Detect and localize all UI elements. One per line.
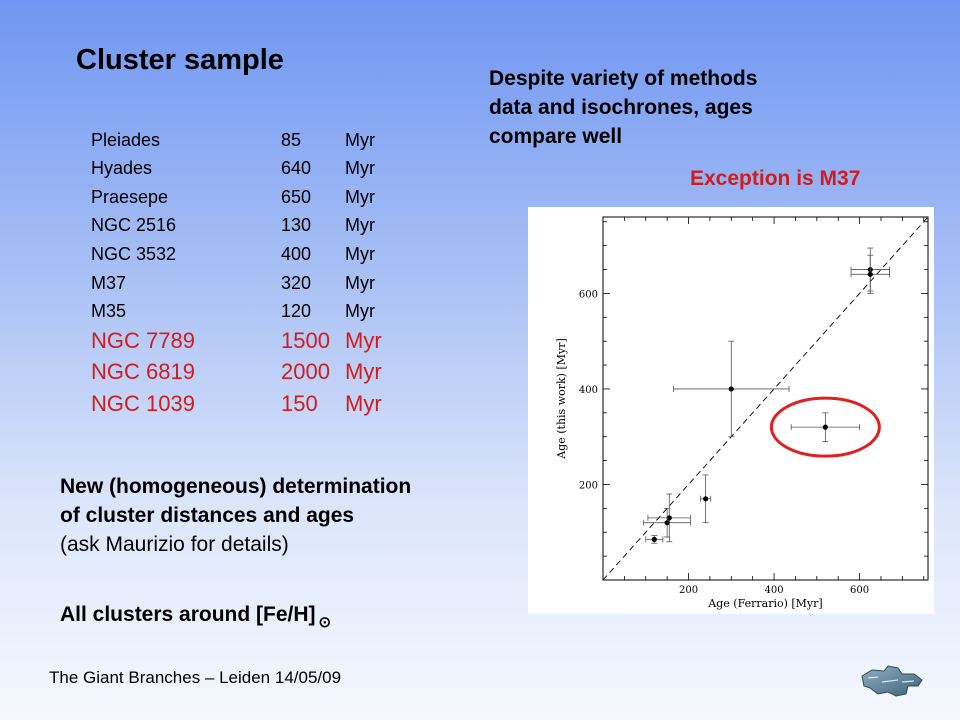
- metallicity-note: All clusters around [Fe/H] ⊙: [60, 603, 331, 631]
- scatter-plot: 200 400 600 200 400 600 Age (Ferrario) [Myr] Ag…: [555, 216, 929, 610]
- cluster-row: NGC 2516 130 Myr: [91, 208, 382, 237]
- cluster-age: 120: [281, 301, 312, 322]
- data-point: [664, 520, 670, 526]
- cluster-name: NGC 1039: [91, 390, 195, 416]
- cluster-age: 640: [281, 158, 312, 179]
- cluster-name: Praesepe: [91, 186, 169, 207]
- cluster-name: NGC 6819: [91, 359, 195, 385]
- plot-frame: [602, 216, 929, 581]
- cluster-name: NGC 2516: [91, 215, 177, 236]
- cluster-name: NGC 3532: [91, 243, 177, 264]
- note-line: compare well: [489, 125, 623, 148]
- x-tick-label: 200: [679, 585, 698, 596]
- note-line: data and isochrones, ages: [489, 96, 753, 119]
- cluster-age: 320: [281, 272, 312, 293]
- cluster-name: Hyades: [91, 158, 153, 179]
- note-ages-compare: Despite variety of methods data and isoc…: [489, 64, 757, 151]
- cluster-age: 130: [281, 215, 312, 236]
- data-point: [867, 271, 873, 277]
- new-determination-note: New (homogeneous) determination of clust…: [60, 472, 411, 559]
- cluster-age: 1500: [281, 327, 330, 353]
- leiden-logo-icon: [858, 662, 928, 707]
- cluster-name: M37: [91, 272, 127, 293]
- footer-text: The Giant Branches – Leiden 14/05/09: [49, 668, 342, 687]
- cluster-age-unit: Myr: [345, 243, 375, 264]
- note-line: (ask Maurizio for details): [60, 533, 289, 556]
- cluster-age: 650: [281, 186, 312, 207]
- y-tick-label: 600: [579, 289, 598, 300]
- cluster-age: 400: [281, 243, 312, 264]
- cluster-row: M35 120 Myr: [91, 294, 382, 323]
- sun-symbol: ⊙: [318, 614, 332, 631]
- cluster-age: 85: [281, 129, 302, 150]
- cluster-row: M37 320 Myr: [91, 265, 382, 294]
- cluster-row: Hyades 640 Myr: [91, 151, 382, 180]
- x-axis-label: Age (Ferrario) [Myr]: [707, 597, 822, 610]
- cluster-age-unit: Myr: [345, 327, 382, 353]
- cluster-age-unit: Myr: [345, 215, 375, 236]
- cluster-name: Pleiades: [91, 129, 161, 150]
- cluster-age-unit: Myr: [345, 301, 375, 322]
- cluster-age-unit: Myr: [345, 359, 382, 385]
- data-point: [822, 424, 828, 430]
- data-point: [651, 536, 657, 543]
- cluster-age: 150: [281, 390, 318, 416]
- slide-title: Cluster sample: [76, 44, 284, 76]
- y-axis-label: Age (this work) [Myr]: [555, 338, 568, 460]
- cluster-age-unit: Myr: [345, 186, 375, 207]
- m37-highlight-ellipse: [769, 396, 881, 458]
- cluster-row: Pleiades 85 Myr: [91, 122, 382, 151]
- cluster-age-unit: Myr: [345, 129, 375, 150]
- cluster-name: NGC 7789: [91, 327, 195, 353]
- cluster-row: NGC 1039 150 Myr: [91, 385, 382, 417]
- y-tick-label: 200: [579, 480, 598, 491]
- cluster-age: 2000: [281, 359, 330, 385]
- cluster-name: M35: [91, 301, 127, 322]
- note-line: New (homogeneous) determination: [60, 475, 412, 498]
- reference-line-y-equals-x: [602, 216, 929, 581]
- cluster-table: Pleiades 85 Myr Hyades 640 Myr Praesepe 650 Myr N…: [91, 122, 382, 417]
- x-tick-label: 600: [850, 585, 869, 596]
- cluster-row: NGC 7789 1500 Myr: [91, 322, 382, 354]
- cluster-row: Praesepe 650 Myr: [91, 179, 382, 208]
- cluster-row: NGC 6819 2000 Myr: [91, 354, 382, 386]
- cluster-age-unit: Myr: [345, 158, 375, 179]
- note-line: of cluster distances and ages: [60, 504, 355, 527]
- metallicity-text: All clusters around [Fe/H]: [60, 603, 316, 626]
- age-comparison-chart: 200 400 600 200 400 600 Age (Ferrario) [Myr] Ag…: [528, 207, 934, 614]
- note-line: Despite variety of methods: [489, 67, 758, 90]
- exception-note: Exception is M37: [690, 167, 861, 190]
- x-tick-label: 400: [765, 585, 784, 596]
- cluster-age-unit: Myr: [345, 390, 382, 416]
- data-point: [728, 386, 734, 392]
- cluster-row: NGC 3532 400 Myr: [91, 236, 382, 265]
- data-point: [703, 496, 709, 502]
- data-point: [666, 515, 672, 521]
- y-tick-label: 400: [579, 385, 598, 396]
- cluster-age-unit: Myr: [345, 272, 375, 293]
